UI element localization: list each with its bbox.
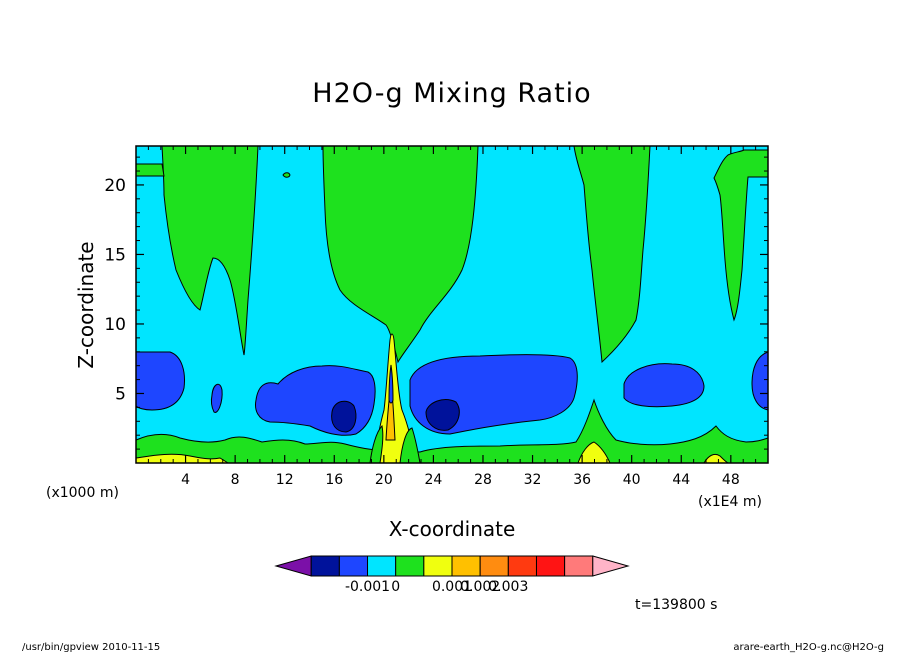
colorbar-segment: [338, 555, 369, 577]
footer-right: arare-earth_H2O-g.nc@H2O-g: [733, 642, 884, 653]
y-tick-label: 5: [115, 384, 126, 404]
y-axis-label: Z-coordinate: [74, 241, 98, 368]
colorbar-segment: [535, 555, 566, 577]
contour-blue-small: [210, 383, 223, 413]
colorbar-label: 0.002: [460, 579, 500, 595]
footer-left: /usr/bin/gpview 2010-11-15: [22, 642, 160, 653]
contour-blue-right-edge: [751, 351, 769, 411]
x-unit-label: (x1000 m): [46, 485, 119, 501]
x-tick-label: 12: [276, 472, 294, 488]
colorbar-label: 0.003: [488, 579, 528, 595]
colorbar-segment: [310, 555, 340, 577]
contour-yellow-bottom-right: [577, 441, 611, 464]
colorbar: [274, 555, 630, 577]
contour-green-upper-left: [161, 145, 259, 356]
y-tick-label: 20: [104, 176, 126, 196]
contour-darkblue-right: [425, 399, 460, 431]
contour-blue-right: [623, 363, 705, 408]
x-scale-note: (x1E4 m): [698, 494, 762, 510]
contour-green-small-island: [282, 172, 291, 178]
x-axis-label: X-coordinate: [389, 517, 516, 541]
colorbar-min-triangle: [274, 555, 312, 577]
y-tick-label: 10: [104, 315, 126, 335]
contour-green-left-edge: [135, 163, 165, 177]
x-tick-label: 20: [375, 472, 393, 488]
colorbar-segment: [395, 555, 425, 577]
x-tick-label: 44: [672, 472, 690, 488]
y-tick-label: 15: [104, 245, 126, 265]
contour-green-right-center: [573, 145, 651, 364]
contour-central-column-green: [369, 424, 421, 464]
x-tick-label: 4: [181, 472, 190, 488]
contour-green-lower-band: [135, 398, 769, 464]
chart-title: H2O-g Mixing Ratio: [312, 78, 591, 109]
x-tick-label: 40: [623, 472, 641, 488]
colorbar-segment: [423, 555, 453, 577]
colorbar-segment: [451, 555, 481, 577]
colorbar-label: -0.001: [345, 579, 390, 595]
x-tick-label: 32: [524, 472, 542, 488]
time-label: t=139800 s: [635, 597, 717, 613]
colorbar-label: 0.001: [432, 579, 472, 595]
x-tick-label: 36: [573, 472, 591, 488]
x-tick-label: 24: [424, 472, 442, 488]
colorbar-segment: [564, 555, 594, 577]
x-tick-label: 48: [722, 472, 740, 488]
colorbar-segment: [507, 555, 537, 577]
contour-darkblue-left: [331, 400, 357, 433]
y-axis-ticks: 5 10 15 20: [104, 156, 768, 450]
contour-blue-left: [135, 351, 185, 411]
x-axis-ticks: 4 8 12 16 20 24 28 32 36 40 44 48: [147, 146, 757, 488]
contour-central-column-core: [388, 364, 394, 404]
colorbar-max-triangle: [592, 555, 630, 577]
contour-green-right: [713, 149, 769, 322]
colorbar-segment: [479, 555, 509, 577]
contour-yellow-bottom: [135, 453, 230, 464]
colorbar-label: 0: [391, 579, 400, 595]
x-tick-label: 16: [325, 472, 343, 488]
plot-area: [135, 145, 769, 464]
x-tick-label: 8: [231, 472, 240, 488]
plot-frame: [135, 145, 769, 464]
colorbar-segment: [367, 555, 397, 577]
x-tick-label: 28: [474, 472, 492, 488]
